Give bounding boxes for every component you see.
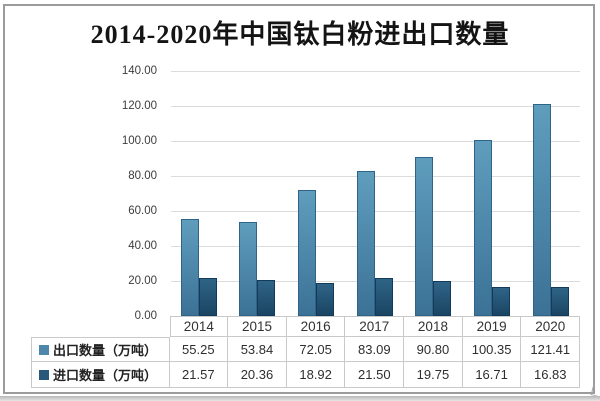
export-value-cell: 90.80 [404, 337, 463, 362]
gridline-140.00 [171, 71, 580, 72]
year-header: 2020 [521, 316, 581, 337]
import-series-label: 进口数量（万吨） [53, 368, 158, 383]
y-axis-tick-label: 20.00 [128, 275, 157, 287]
bar-export-2017 [356, 171, 375, 316]
y-axis-tick-label: 140.00 [121, 65, 157, 77]
photo-edge-strip [0, 396, 600, 401]
bar-export-2018 [415, 157, 434, 316]
gridline-100.00 [171, 141, 580, 142]
bar-import-2017 [374, 278, 393, 316]
bar-import-2015 [257, 280, 276, 316]
y-axis-tick-label: 120.00 [121, 100, 157, 112]
legend-row-import: 进口数量（万吨） [31, 362, 170, 388]
bar-export-2019 [474, 140, 493, 316]
bar-import-2014 [198, 278, 217, 316]
y-axis-tick-label: 40.00 [128, 240, 157, 252]
watermark-fragment [590, 383, 600, 397]
year-header: 2015 [228, 316, 287, 337]
bar-import-2018 [433, 281, 452, 316]
import-value-cell: 21.57 [169, 362, 229, 388]
y-axis-tick-label: 60.00 [128, 205, 157, 217]
bar-export-2016 [298, 190, 317, 316]
year-header: 2018 [404, 316, 463, 337]
year-header: 2016 [286, 316, 346, 337]
import-value-cell: 16.83 [521, 362, 581, 388]
export-value-cell: 55.25 [169, 337, 229, 362]
export-legend-swatch-icon [39, 344, 49, 355]
import-legend-swatch-icon [39, 369, 49, 380]
y-axis-tick-label: 0.00 [134, 310, 157, 322]
export-value-cell: 72.05 [286, 337, 346, 362]
bar-import-2019 [492, 287, 511, 316]
bar-import-2016 [316, 283, 335, 316]
export-value-cell: 53.84 [228, 337, 287, 362]
import-value-cell: 21.50 [345, 362, 405, 388]
bar-export-2015 [239, 222, 258, 316]
gridline-40.00 [171, 246, 580, 247]
year-header: 2019 [462, 316, 522, 337]
chart-title: 2014-2020年中国钛白粉进出口数量 [90, 20, 510, 49]
y-axis-tick-label: 80.00 [128, 170, 157, 182]
y-axis-tick-label: 100.00 [121, 135, 157, 147]
bar-export-2014 [180, 219, 199, 316]
year-header: 2017 [345, 316, 405, 337]
export-series-label: 出口数量（万吨） [53, 343, 158, 358]
bar-import-2020 [550, 287, 569, 316]
legend-row-export: 出口数量（万吨） [31, 337, 170, 362]
import-value-cell: 18.92 [286, 362, 346, 388]
import-value-cell: 19.75 [404, 362, 463, 388]
bar-export-2020 [532, 104, 551, 316]
import-value-cell: 16.71 [462, 362, 522, 388]
export-value-cell: 100.35 [462, 337, 522, 362]
import-value-cell: 20.36 [228, 362, 287, 388]
export-value-cell: 121.41 [521, 337, 581, 362]
gridline-120.00 [171, 106, 580, 107]
export-value-cell: 83.09 [345, 337, 405, 362]
year-header: 2014 [169, 316, 229, 337]
data-table: 2014 2015 2016 2017 2018 2019 2020 出口数量（… [31, 316, 581, 388]
gridline-80.00 [171, 176, 580, 177]
gridline-60.00 [171, 211, 580, 212]
